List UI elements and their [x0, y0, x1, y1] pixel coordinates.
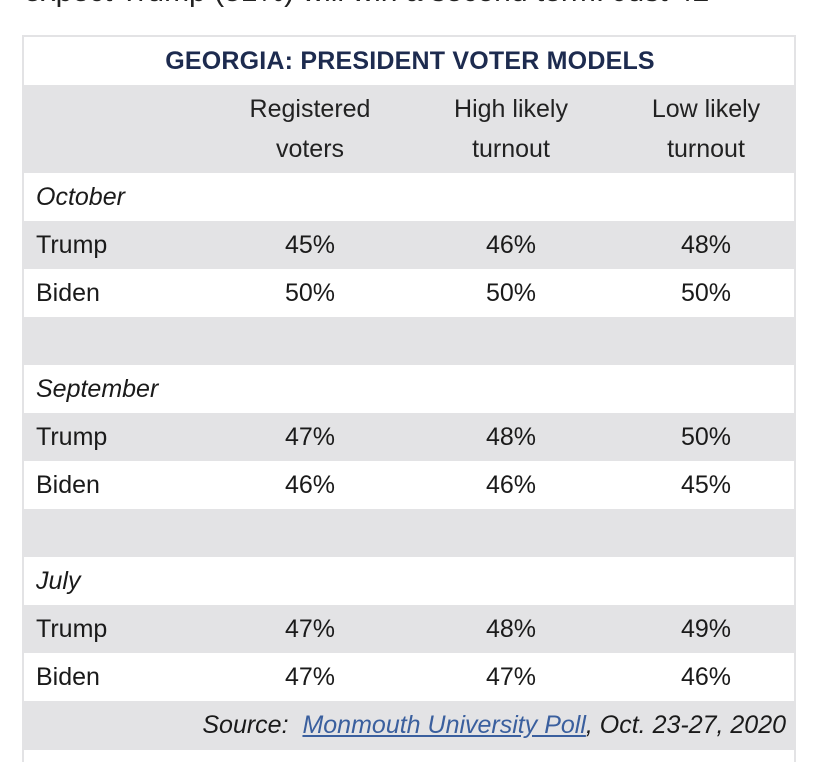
value-low-turnout: 45%: [680, 470, 732, 499]
cut-off-article-text: expect Trump (51%) will win a second ter…: [0, 0, 816, 10]
value-high-turnout: 50%: [485, 278, 537, 307]
value-low-turnout: 50%: [680, 278, 732, 307]
table-row: Biden 47% 47% 46%: [24, 653, 796, 701]
value-low-turnout: 48%: [616, 221, 797, 269]
header-high-likely-turnout: High likely turnout: [406, 85, 616, 173]
section-month-row: September: [24, 365, 796, 413]
month-label: September: [36, 374, 159, 403]
month-label: July: [36, 566, 81, 595]
value-high-turnout: 46%: [485, 470, 537, 499]
table-title-row: GEORGIA: PRESIDENT VOTER MODELS: [24, 37, 796, 85]
value-high-turnout: 48%: [406, 413, 616, 461]
source-row: Source: Monmouth University Poll, Oct. 2…: [24, 701, 797, 750]
value-registered: 47%: [214, 413, 406, 461]
value-high-turnout: 48%: [406, 605, 616, 653]
candidate-name: Biden: [36, 662, 100, 691]
candidate-name: Trump: [24, 221, 214, 269]
value-registered: 50%: [284, 278, 336, 307]
voter-models-table-frame: GEORGIA: PRESIDENT VOTER MODELS Register…: [22, 35, 797, 762]
spacer-cell: [24, 509, 797, 557]
source-cell: Source: Monmouth University Poll, Oct. 2…: [24, 701, 797, 750]
candidate-name: Biden: [36, 470, 100, 499]
value-low-turnout: 49%: [616, 605, 797, 653]
section-month-row: October: [24, 173, 796, 221]
table-title: GEORGIA: PRESIDENT VOTER MODELS: [165, 46, 655, 75]
value-high-turnout: 47%: [485, 662, 537, 691]
value-low-turnout: 50%: [616, 413, 797, 461]
voter-models-table: GEORGIA: PRESIDENT VOTER MODELS Register…: [24, 37, 797, 750]
source-label: Source:: [202, 711, 289, 739]
section-month-row: July: [24, 557, 796, 605]
header-registered-voters: Registered voters: [214, 85, 406, 173]
value-low-turnout: 46%: [680, 662, 732, 691]
value-registered: 45%: [214, 221, 406, 269]
spacer-cell: [24, 317, 797, 365]
table-row: Trump 47% 48% 49%: [24, 605, 797, 653]
column-header-row: Registered voters High likely turnout Low …: [24, 85, 797, 173]
candidate-name: Trump: [24, 605, 214, 653]
value-registered: 47%: [284, 662, 336, 691]
candidate-name: Trump: [24, 413, 214, 461]
source-link[interactable]: Monmouth University Poll: [302, 711, 586, 739]
value-registered: 47%: [214, 605, 406, 653]
month-label: October: [36, 182, 125, 211]
header-low-likely-turnout: Low likely turnout: [616, 85, 797, 173]
table-row: Trump 47% 48% 50%: [24, 413, 797, 461]
header-empty-cell: [24, 85, 214, 173]
candidate-name: Biden: [36, 278, 100, 307]
source-date: , Oct. 23-27, 2020: [585, 711, 787, 739]
value-registered: 46%: [284, 470, 336, 499]
spacer-row: [24, 509, 797, 557]
value-high-turnout: 46%: [406, 221, 616, 269]
spacer-row: [24, 317, 797, 365]
table-row: Biden 46% 46% 45%: [24, 461, 796, 509]
table-row: Trump 45% 46% 48%: [24, 221, 797, 269]
table-row: Biden 50% 50% 50%: [24, 269, 796, 317]
